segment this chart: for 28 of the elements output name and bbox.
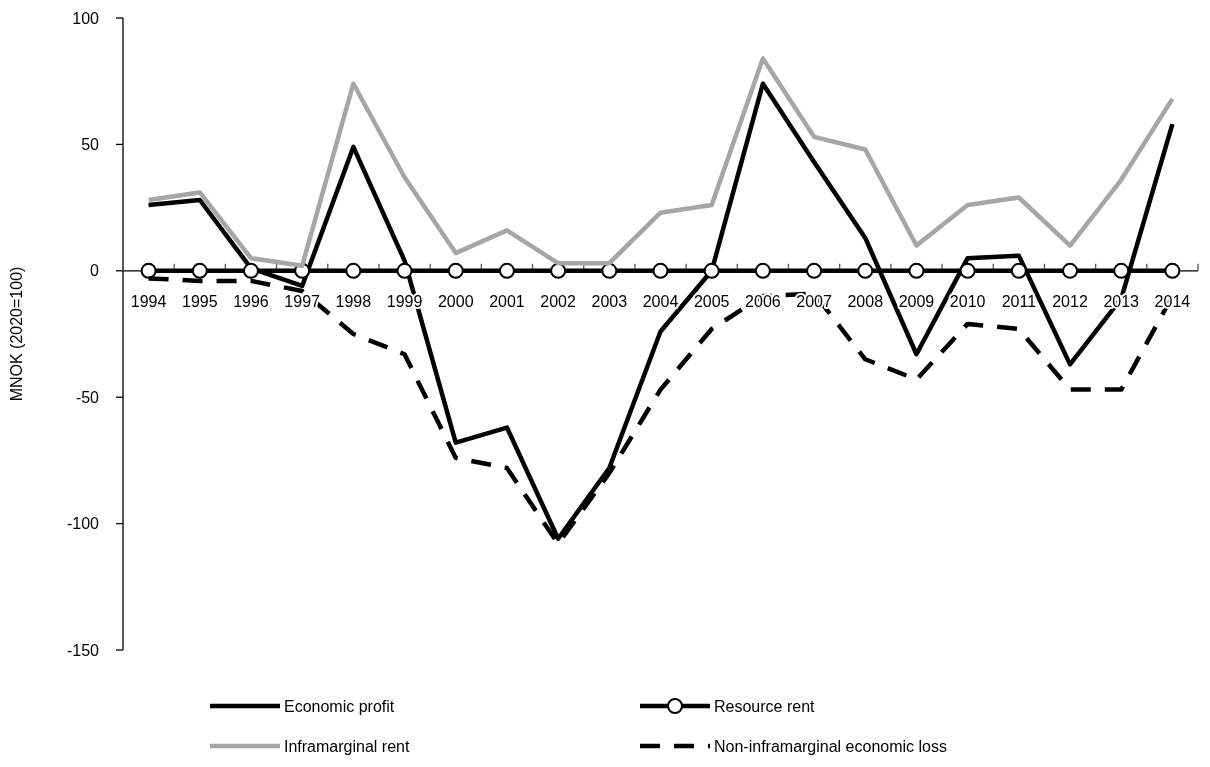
x-tick-label: 2010 xyxy=(949,292,986,310)
y-tick-label: 100 xyxy=(72,9,100,27)
legend-label: Economic profit xyxy=(284,697,395,715)
x-tick-label: 2001 xyxy=(489,292,525,310)
x-tick-label: 1994 xyxy=(130,292,167,310)
y-tick-label: -100 xyxy=(66,515,100,533)
x-tick-label: 1998 xyxy=(335,292,372,310)
legend-label: Non-inframarginal economic loss xyxy=(714,737,947,755)
y-tick-label: -150 xyxy=(66,641,100,659)
y-tick-label: 0 xyxy=(90,262,100,280)
x-tick-label: 2000 xyxy=(437,292,474,310)
x-tick-label: 2011 xyxy=(1001,292,1037,310)
x-tick-label: 1996 xyxy=(233,292,269,310)
y-tick-label: 50 xyxy=(81,136,100,153)
x-tick-label: 2012 xyxy=(1052,292,1088,310)
x-tick-label: 2002 xyxy=(540,292,577,310)
y-axis-title: MNOK (2020=100) xyxy=(8,266,25,402)
legend-label: Inframarginal rent xyxy=(284,737,410,755)
x-tick-label: 2008 xyxy=(847,292,884,310)
x-tick-label: 1995 xyxy=(181,292,218,310)
legend-label: Resource rent xyxy=(714,697,816,715)
x-tick-label: 2009 xyxy=(898,292,935,310)
y-tick-label: -50 xyxy=(75,388,100,406)
x-tick-label: 2004 xyxy=(642,292,679,310)
x-tick-label: 2005 xyxy=(693,292,730,310)
x-tick-label: 2006 xyxy=(745,292,781,310)
x-tick-label: 2003 xyxy=(591,292,628,310)
x-tick-label: 1997 xyxy=(284,292,321,310)
